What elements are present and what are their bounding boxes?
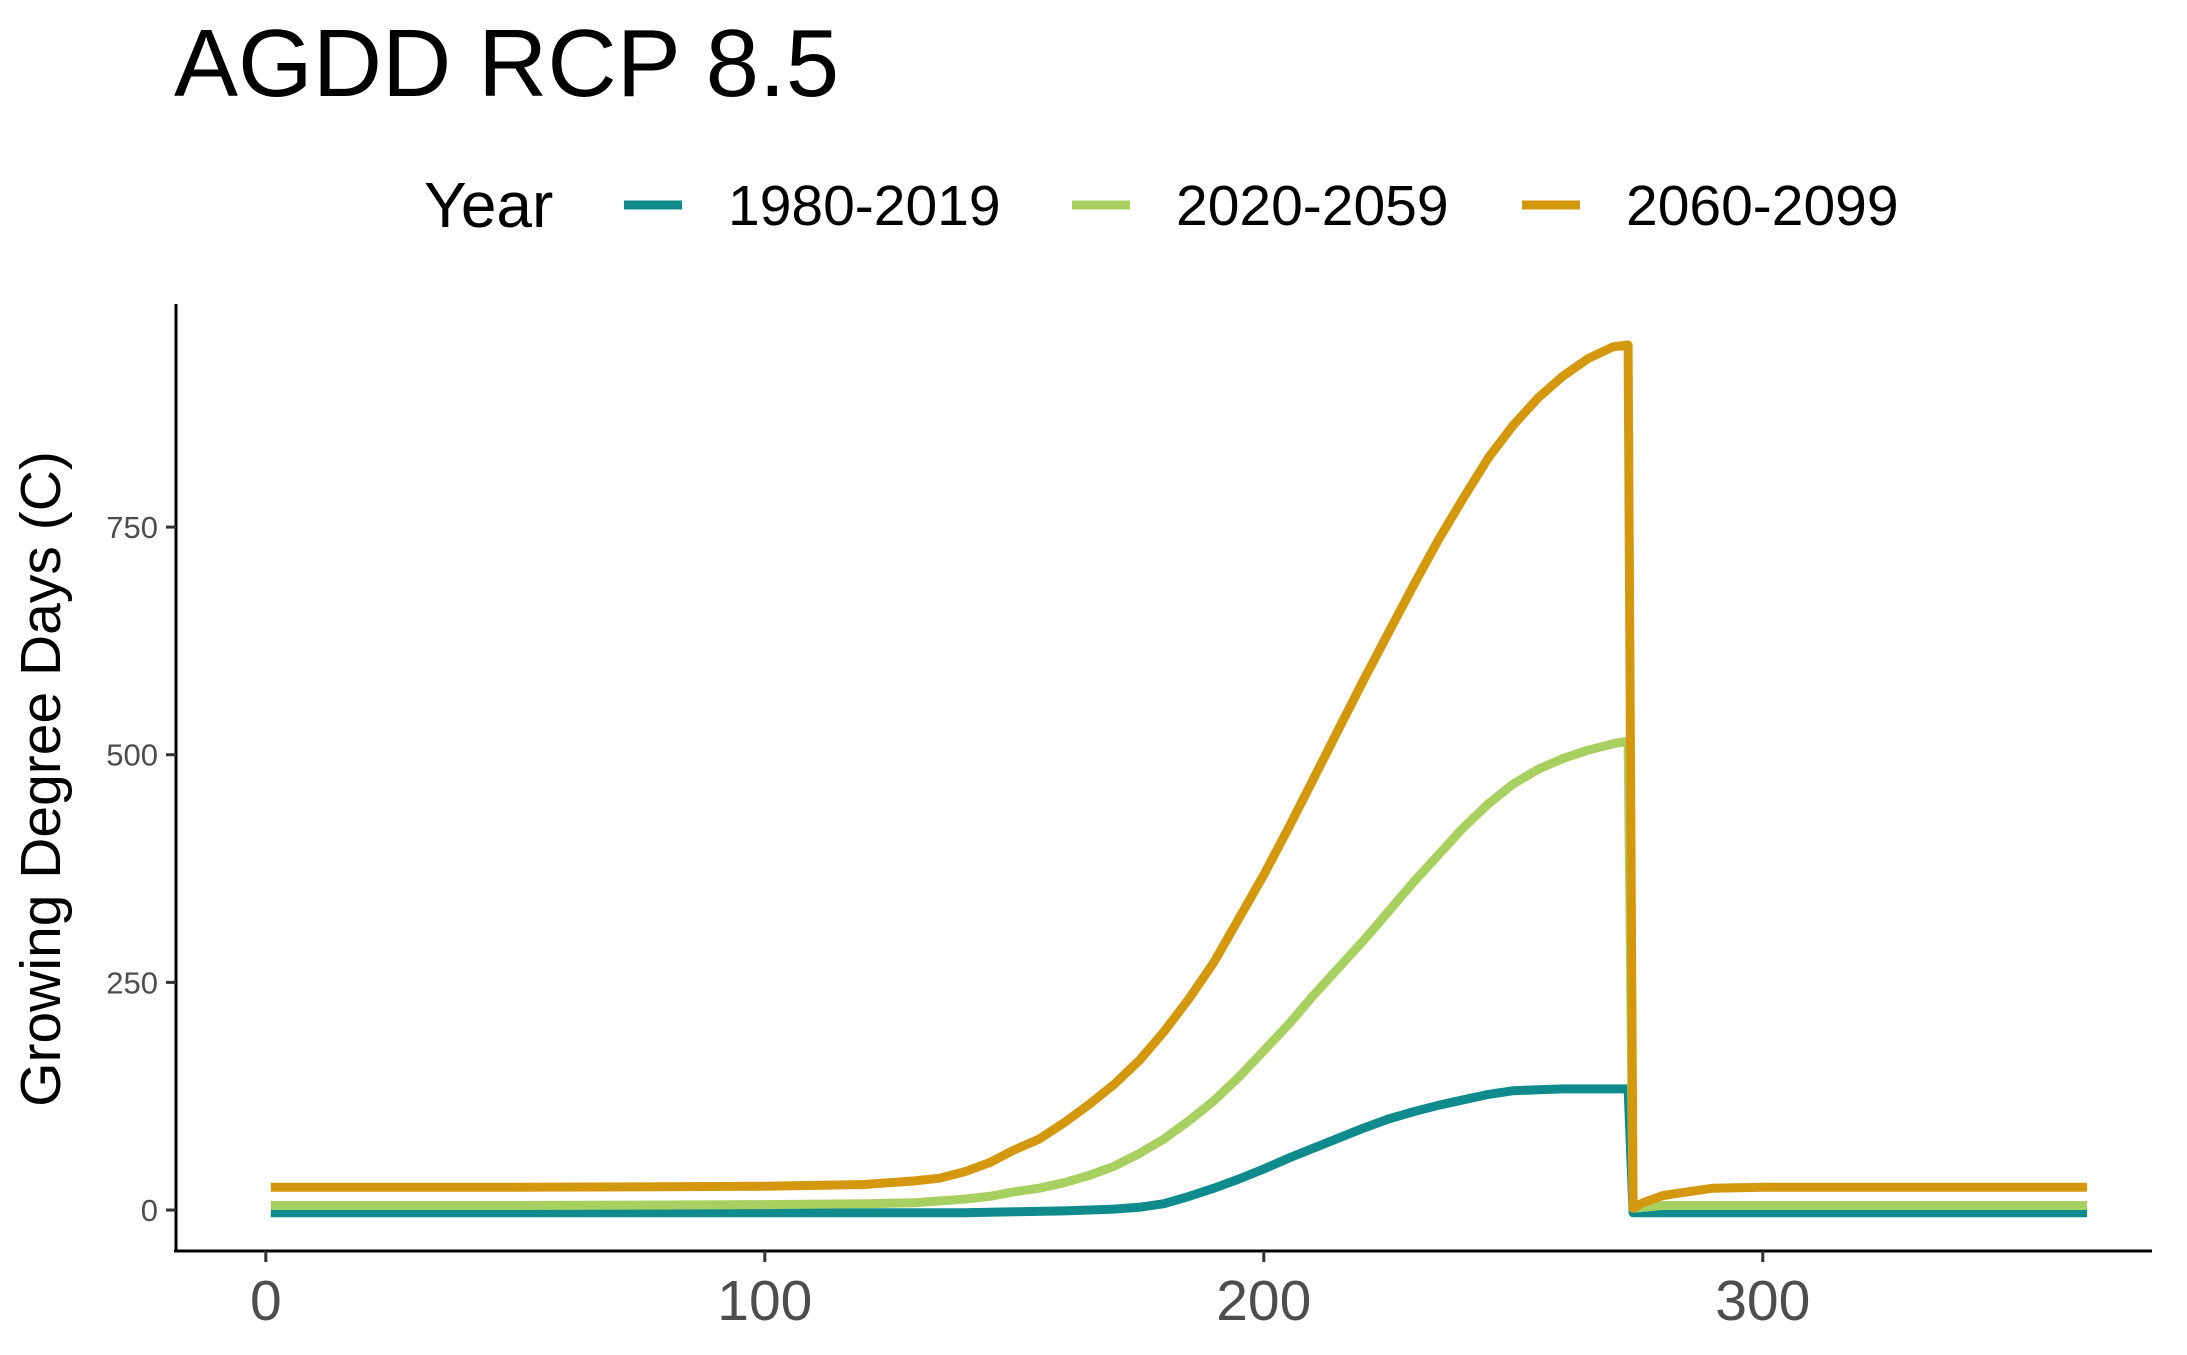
x-tick-label: 0 (250, 1269, 282, 1333)
y-axis-title: Growing Degree Days (C) (9, 451, 73, 1107)
series-line-2060-2099 (270, 340, 2088, 1213)
legend-label: 2020-2059 (1176, 174, 1449, 238)
legend-title: Year (424, 169, 553, 241)
legend-item-2060-2099: 2060-2099 (1522, 174, 1899, 238)
y-axis-ticks: 0 250 500 750 (106, 510, 176, 1228)
series-layer (270, 340, 2088, 1218)
legend-item-2020-2059: 2020-2059 (1072, 174, 1449, 238)
series-line-2020-2059 (270, 736, 2088, 1213)
chart-title: AGDD RCP 8.5 (174, 10, 839, 117)
legend-item-1980-2019: 1980-2019 (624, 174, 1001, 238)
x-axis-ticks: 0 100 200 300 (250, 1251, 1810, 1333)
x-tick-label: 300 (1715, 1269, 1810, 1333)
legend: Year 1980-2019 2020-2059 2060-2099 (424, 169, 1899, 241)
legend-label: 2060-2099 (1626, 174, 1899, 238)
x-tick-label: 200 (1216, 1269, 1311, 1333)
series-line-1980-2019 (270, 1084, 2088, 1218)
x-tick-label: 100 (717, 1269, 812, 1333)
y-axis-title-group: Growing Degree Days (C) (9, 451, 73, 1107)
plot-area: 0 250 500 750 0 100 200 300 (106, 304, 2152, 1333)
y-tick-label: 750 (106, 510, 158, 545)
y-tick-label: 250 (106, 965, 158, 1000)
y-tick-label: 0 (141, 1193, 158, 1228)
y-tick-label: 500 (106, 738, 158, 773)
legend-items: 1980-2019 2020-2059 2060-2099 (624, 174, 1899, 238)
legend-label: 1980-2019 (728, 174, 1001, 238)
